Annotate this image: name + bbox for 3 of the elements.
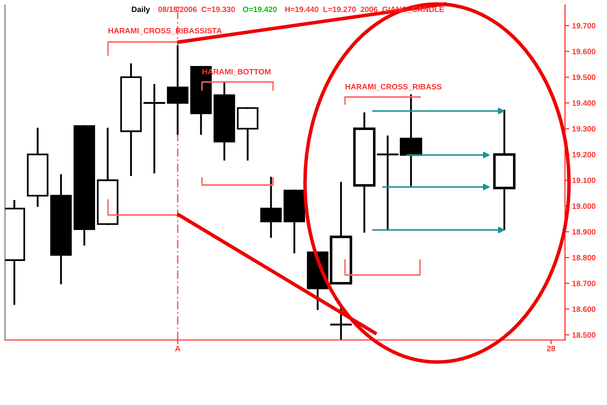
candlestick — [330, 306, 352, 340]
candlestick — [236, 107, 258, 161]
candlestick — [144, 84, 166, 174]
